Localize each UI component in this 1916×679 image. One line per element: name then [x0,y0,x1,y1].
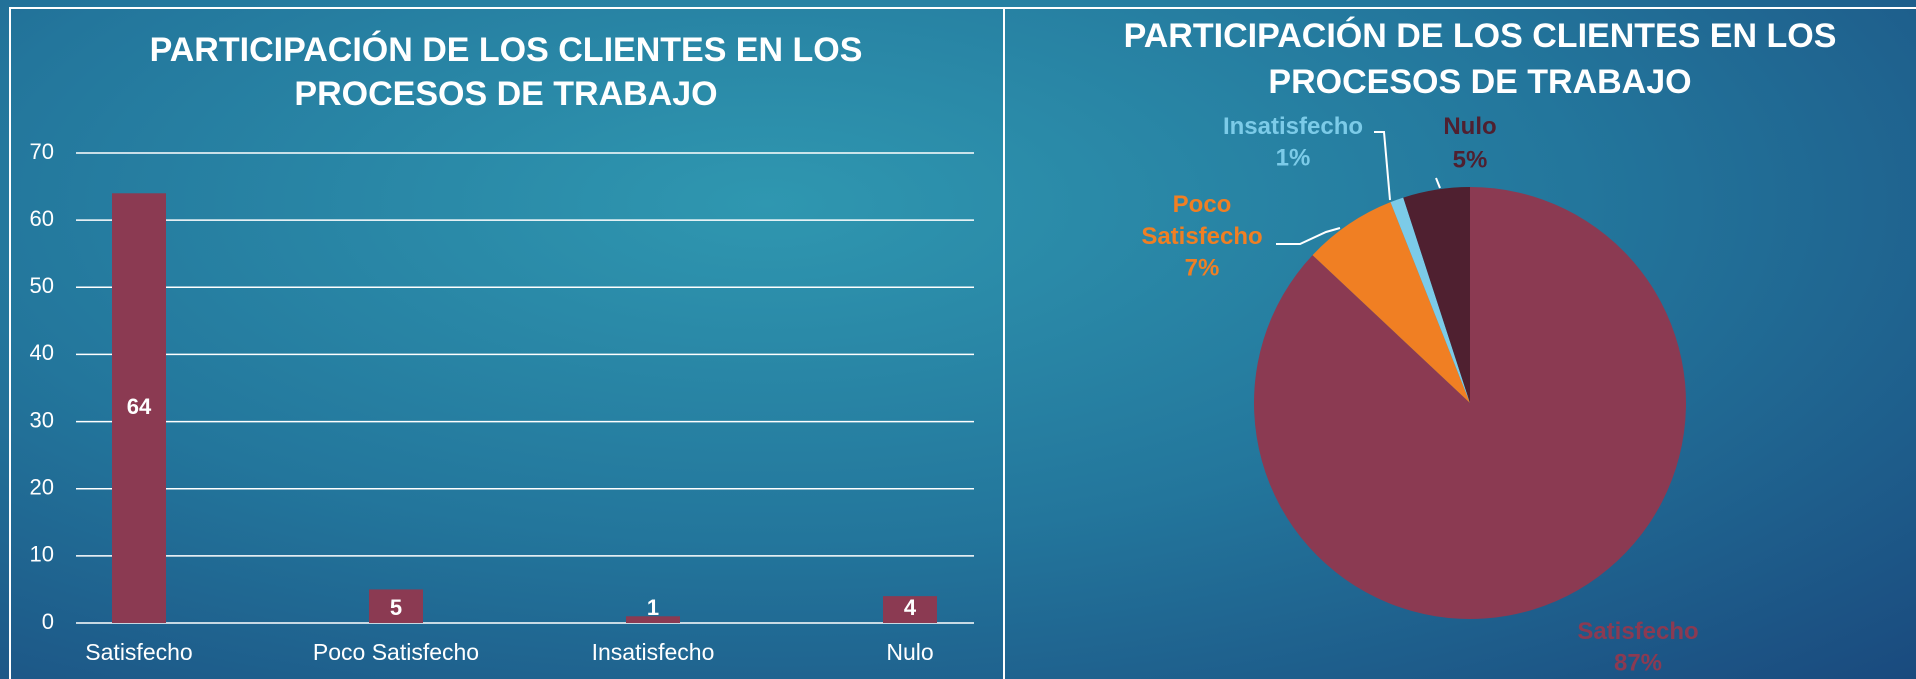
leader-line [1276,227,1341,245]
slice-label: Nulo [1443,113,1497,140]
pie-slice [1390,197,1470,403]
leader-line [1435,177,1441,189]
y-tick-label: 20 [30,475,54,500]
leader-line [1374,131,1391,201]
slice-value-label: 1% [1276,144,1311,171]
slice-label: Poco Satisfecho [1141,191,1263,250]
x-tick-label: Poco Satisfecho [313,639,479,665]
x-tick-label: Nulo [886,639,933,665]
slice-label: Insatisfecho [1222,113,1364,140]
y-tick-label: 10 [30,542,54,567]
x-tick-label: Satisfecho [85,639,192,665]
bar [883,596,937,623]
leader-lines [1276,131,1441,245]
bar [626,616,680,623]
pie-panel [1003,7,1916,679]
chart-title-box: PARTICIPACIÓN DE LOS CLIENTES EN LOS PRO… [149,31,863,113]
bar [369,589,423,623]
y-tick-label: 40 [30,340,54,365]
data-label: 4 [904,595,917,620]
pie-slice [1403,187,1470,403]
data-label: 64 [127,394,152,419]
y-tick-label: 30 [30,407,54,432]
x-tick-label: Insatisfecho [592,639,715,665]
slice-value-label: 7% [1185,254,1220,281]
data-label: 1 [647,595,659,620]
pie-slice [1312,202,1470,403]
y-tick-label: 70 [30,139,54,164]
slice-value-label: 87% [1614,649,1662,676]
chart-title: PARTICIPACIÓN DE LOS CLIENTES EN LOS PRO… [149,31,863,113]
y-tick-label: 0 [42,609,54,634]
data-label: 5 [390,595,402,620]
y-tick-label: 60 [30,206,54,231]
y-tick-label: 50 [30,273,54,298]
chart-title-box: PARTICIPACIÓN DE LOS CLIENTES EN LOS PRO… [1123,17,1837,101]
slice-label: Satisfecho [1577,618,1699,645]
chart-title: PARTICIPACIÓN DE LOS CLIENTES EN LOS PRO… [1123,17,1837,101]
bar [112,193,166,624]
slice-value-label: 5% [1453,146,1488,173]
